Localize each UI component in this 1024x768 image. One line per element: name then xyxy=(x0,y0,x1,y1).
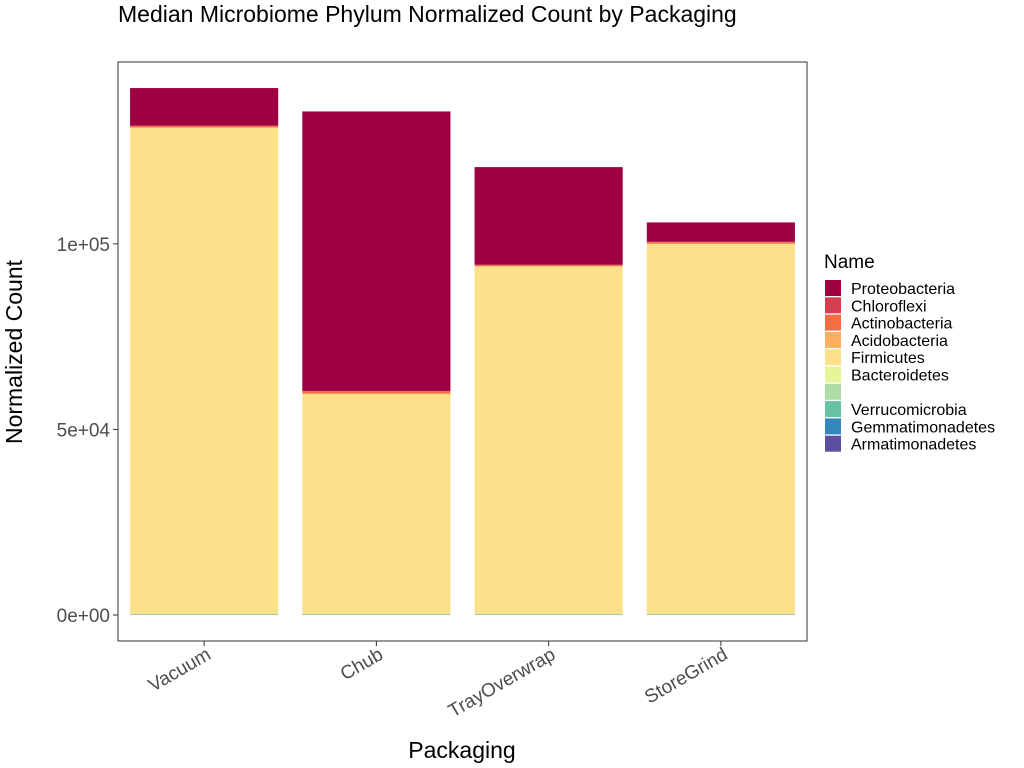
bar-segment-storegrind-proteobacteria xyxy=(646,222,795,242)
bar-segment-trayoverwrap-proteobacteria xyxy=(474,167,623,265)
bar-segment-vacuum-proteobacteria xyxy=(130,88,279,126)
legend-swatch xyxy=(825,435,841,452)
bar-segment-trayoverwrap-actinobacteria xyxy=(474,265,623,267)
legend-swatch xyxy=(825,280,841,296)
legend-label: Armatimonadetes xyxy=(851,437,976,454)
legend-swatch xyxy=(825,418,841,435)
legend-swatch xyxy=(825,331,841,348)
legend-swatch xyxy=(825,297,841,314)
legend-label: Verrucomicrobia xyxy=(851,402,967,419)
bar-segment-vacuum-firmicutes xyxy=(130,127,279,614)
bar-segment-storegrind-firmicutes xyxy=(646,243,795,614)
y-tick-label: 0e+00 xyxy=(57,606,110,627)
legend-label: Chloroflexi xyxy=(851,298,927,315)
legend-title: Name xyxy=(824,252,875,273)
panel-border xyxy=(117,61,808,642)
legend-label: Proteobacteria xyxy=(851,281,955,298)
legend-swatch xyxy=(825,314,841,331)
y-tick-label: 1e+05 xyxy=(57,235,110,256)
legend-label: Firmicutes xyxy=(851,350,925,367)
legend-swatch xyxy=(825,366,841,383)
y-axis-title: Normalized Count xyxy=(1,259,27,444)
legend-swatch xyxy=(825,401,841,418)
legend-label: Acidobacteria xyxy=(851,333,948,350)
bar-segment-chub-proteobacteria xyxy=(302,111,451,391)
legend-swatch xyxy=(825,349,841,366)
x-tick-label: StoreGrind xyxy=(641,644,731,708)
plot-area xyxy=(130,88,795,616)
x-tick-label: TrayOverwrap xyxy=(445,644,559,722)
chart-title: Median Microbiome Phylum Normalized Coun… xyxy=(118,1,737,27)
bar-segment-chub-actinobacteria xyxy=(302,391,451,394)
bar-segment-vacuum-actinobacteria xyxy=(130,125,279,128)
y-tick-label: 5e+04 xyxy=(57,420,111,441)
legend: Name ProteobacteriaChloroflexiActinobact… xyxy=(824,252,995,454)
legend-label: Bacteroidetes xyxy=(851,368,949,385)
legend-label: Gemmatimonadetes xyxy=(851,419,995,436)
x-tick-label: Chub xyxy=(337,644,387,685)
legend-swatch xyxy=(825,383,841,400)
x-tick-label: Vacuum xyxy=(145,644,215,696)
legend-label: Actinobacteria xyxy=(851,316,952,333)
bar-segment-trayoverwrap-firmicutes xyxy=(474,266,623,614)
x-axis-title: Packaging xyxy=(408,737,515,763)
bar-segment-storegrind-actinobacteria xyxy=(646,242,795,244)
bar-segment-chub-firmicutes xyxy=(302,393,451,614)
